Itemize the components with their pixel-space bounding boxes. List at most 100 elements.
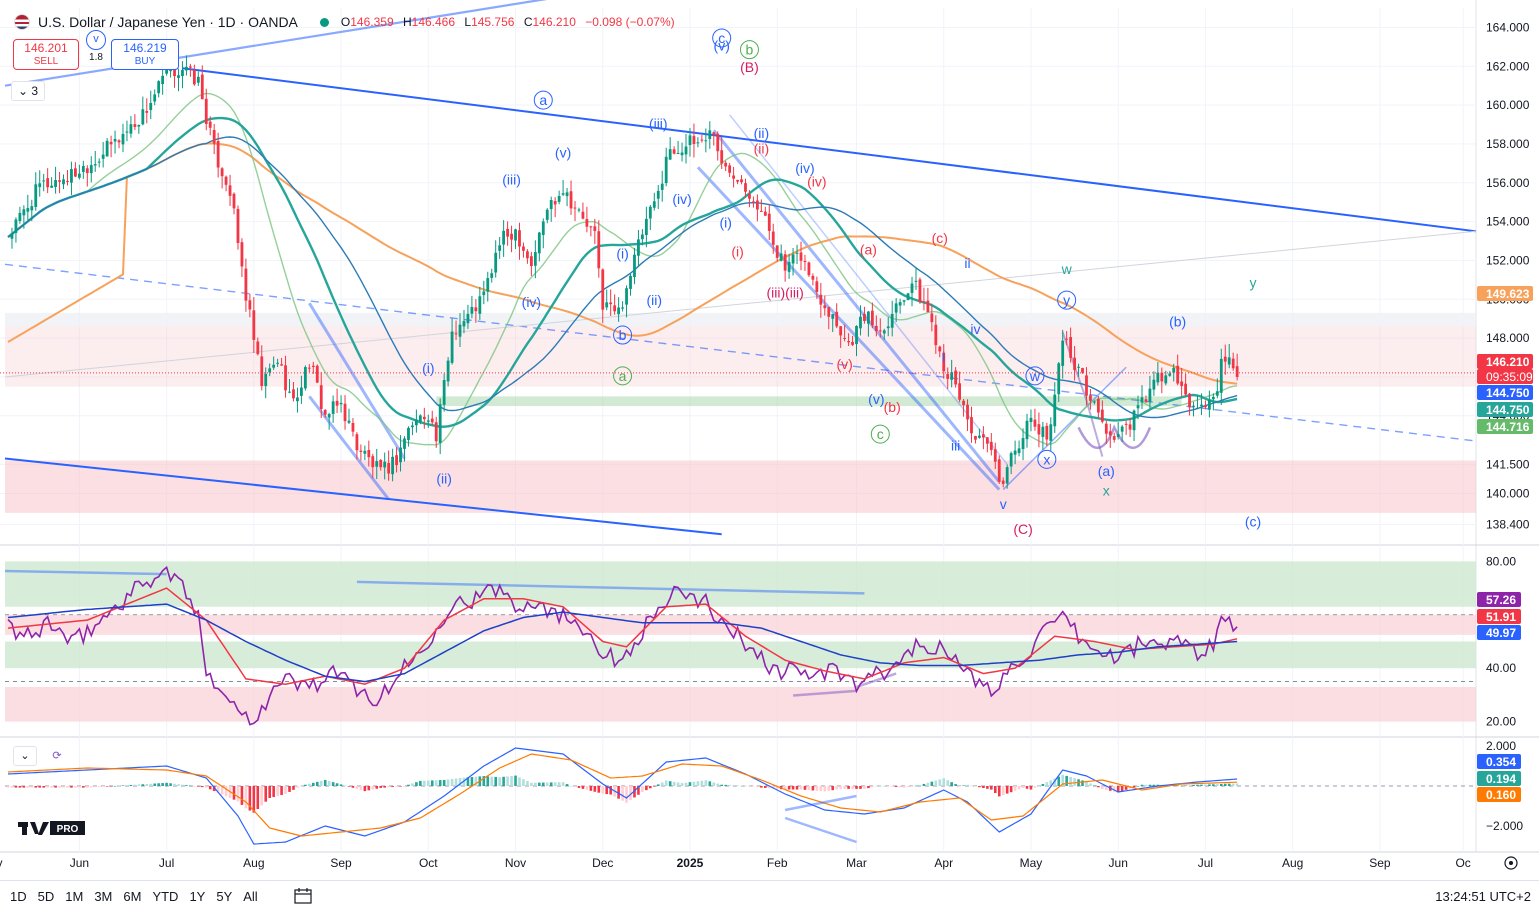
sell-button[interactable]: 146.201 SELL (13, 39, 79, 70)
range-ytd[interactable]: YTD (152, 888, 179, 904)
rsi-badge-text: 51.91 (1486, 610, 1516, 624)
macd-histogram-bar (1204, 784, 1207, 786)
range-1d[interactable]: 1D (10, 888, 27, 904)
chart-canvas[interactable]: a(v)(iii)(iii)(iv)(v)cb(B)(ii)(ii)(iv)(i… (0, 0, 1539, 880)
wave-label: (i) (422, 360, 434, 376)
candle-body (1192, 405, 1195, 407)
time-axis-label: 2025 (677, 856, 704, 870)
wave-label-circle (712, 28, 732, 48)
macd-histogram-bar (1235, 783, 1239, 786)
macd-histogram-bar (426, 780, 430, 786)
macd-histogram-bar (109, 786, 113, 787)
macd-histogram-bar (740, 785, 743, 787)
range-all[interactable]: All (243, 888, 258, 904)
macd-histogram-bar (875, 786, 878, 787)
macd-histogram-bar (918, 785, 922, 786)
macd-histogram-bar (1049, 780, 1053, 786)
candle-body (652, 201, 656, 208)
candle-body (1144, 399, 1148, 402)
macd-histogram-bar (803, 786, 807, 790)
candle-body (133, 124, 137, 127)
rsi-trend-line (4, 569, 167, 576)
clock-timezone[interactable]: 13:24:51 UTC+2 (1435, 889, 1531, 904)
indicators-collapse-button[interactable]: ⌄ 3 (11, 81, 45, 101)
macd-histogram-bar (787, 786, 791, 790)
macd-histogram-bar (712, 782, 716, 786)
macd-histogram-bar (1097, 786, 1100, 788)
candle-body (1073, 357, 1076, 370)
symbol-header[interactable]: U.S. Dollar / Japanese Yen · 1D · OANDA … (14, 8, 681, 36)
macd-histogram-bar (193, 786, 196, 787)
candle-body (77, 173, 81, 178)
calendar-icon[interactable] (293, 888, 313, 904)
candle-body (938, 346, 942, 352)
macd-histogram-bar (371, 786, 375, 790)
range-5d[interactable]: 5D (37, 888, 55, 904)
macd-histogram-bar (30, 786, 34, 788)
candle-body (292, 389, 295, 399)
range-1y[interactable]: 1Y (189, 888, 206, 904)
range-1m[interactable]: 1M (65, 888, 84, 904)
macd-histogram-bar (946, 780, 950, 786)
candle-body (700, 139, 704, 141)
candle-body (1136, 405, 1140, 409)
range-5y[interactable]: 5Y (216, 888, 233, 904)
range-6m[interactable]: 6M (123, 888, 142, 904)
macd-histogram-bar (82, 786, 85, 788)
symbol-title[interactable]: U.S. Dollar / Japanese Yen · 1D · OANDA (38, 14, 298, 30)
candle-body (835, 311, 839, 327)
macd-histogram-bar (978, 786, 981, 788)
refresh-indicator-button[interactable]: ⟳ (45, 746, 69, 766)
indicator-count: 3 (31, 84, 39, 98)
macd-histogram-bar (74, 786, 77, 788)
range-3m[interactable]: 3M (94, 888, 113, 904)
macd-histogram-bar (637, 786, 640, 795)
candle-body (926, 300, 930, 312)
grey-band (5, 312, 1476, 327)
candle-body (117, 140, 121, 143)
candle-body (38, 183, 42, 188)
candle-body (728, 165, 732, 173)
macd-histogram-bar (169, 783, 172, 786)
trend-line (4, 0, 548, 87)
macd-histogram-bar (934, 780, 938, 786)
macd-histogram-bar (799, 786, 803, 790)
chevron-down-icon: ⌄ (20, 750, 30, 762)
macd-histogram-bar (482, 776, 486, 786)
high-value: 146.466 (411, 15, 456, 29)
candle-body (339, 402, 343, 405)
macd-histogram-bar (264, 786, 268, 802)
macd-histogram-bar (474, 776, 478, 786)
candle-body (22, 209, 26, 216)
candle-body (414, 419, 418, 426)
candle-body (1013, 450, 1017, 455)
candle-body (1093, 401, 1096, 403)
candles-group (10, 55, 1239, 489)
macd-histogram-bar (795, 786, 799, 790)
macd-histogram-bar (34, 786, 38, 788)
price-axis-label: 154.000 (1486, 215, 1530, 229)
candle-body (371, 456, 375, 468)
candle-body (177, 75, 180, 78)
tradingview-logo[interactable]: PRO (18, 820, 86, 841)
wave-label-circle (533, 90, 553, 110)
candle-body (847, 341, 850, 343)
grey-trend-line (4, 230, 1477, 378)
macd-histogram-bar (1120, 786, 1124, 792)
macd-collapse-button[interactable]: ⌄ (13, 746, 37, 766)
candle-body (288, 391, 291, 393)
macd-histogram-bar (1216, 784, 1219, 786)
macd-histogram-bar (541, 782, 545, 786)
macd-histogram-bar (22, 786, 26, 788)
buy-button[interactable]: 146.219 BUY (111, 39, 179, 70)
candle-body (359, 450, 363, 452)
macd-histogram-bar (656, 784, 660, 786)
candle-body (522, 246, 525, 251)
candle-body (553, 201, 557, 205)
candle-body (1223, 356, 1227, 362)
candle-body (323, 410, 327, 415)
rsi-series-line (7, 587, 1238, 685)
macd-histogram-bar (855, 786, 858, 789)
channel-line-down (729, 114, 1008, 465)
wave-label: w (1029, 368, 1041, 384)
